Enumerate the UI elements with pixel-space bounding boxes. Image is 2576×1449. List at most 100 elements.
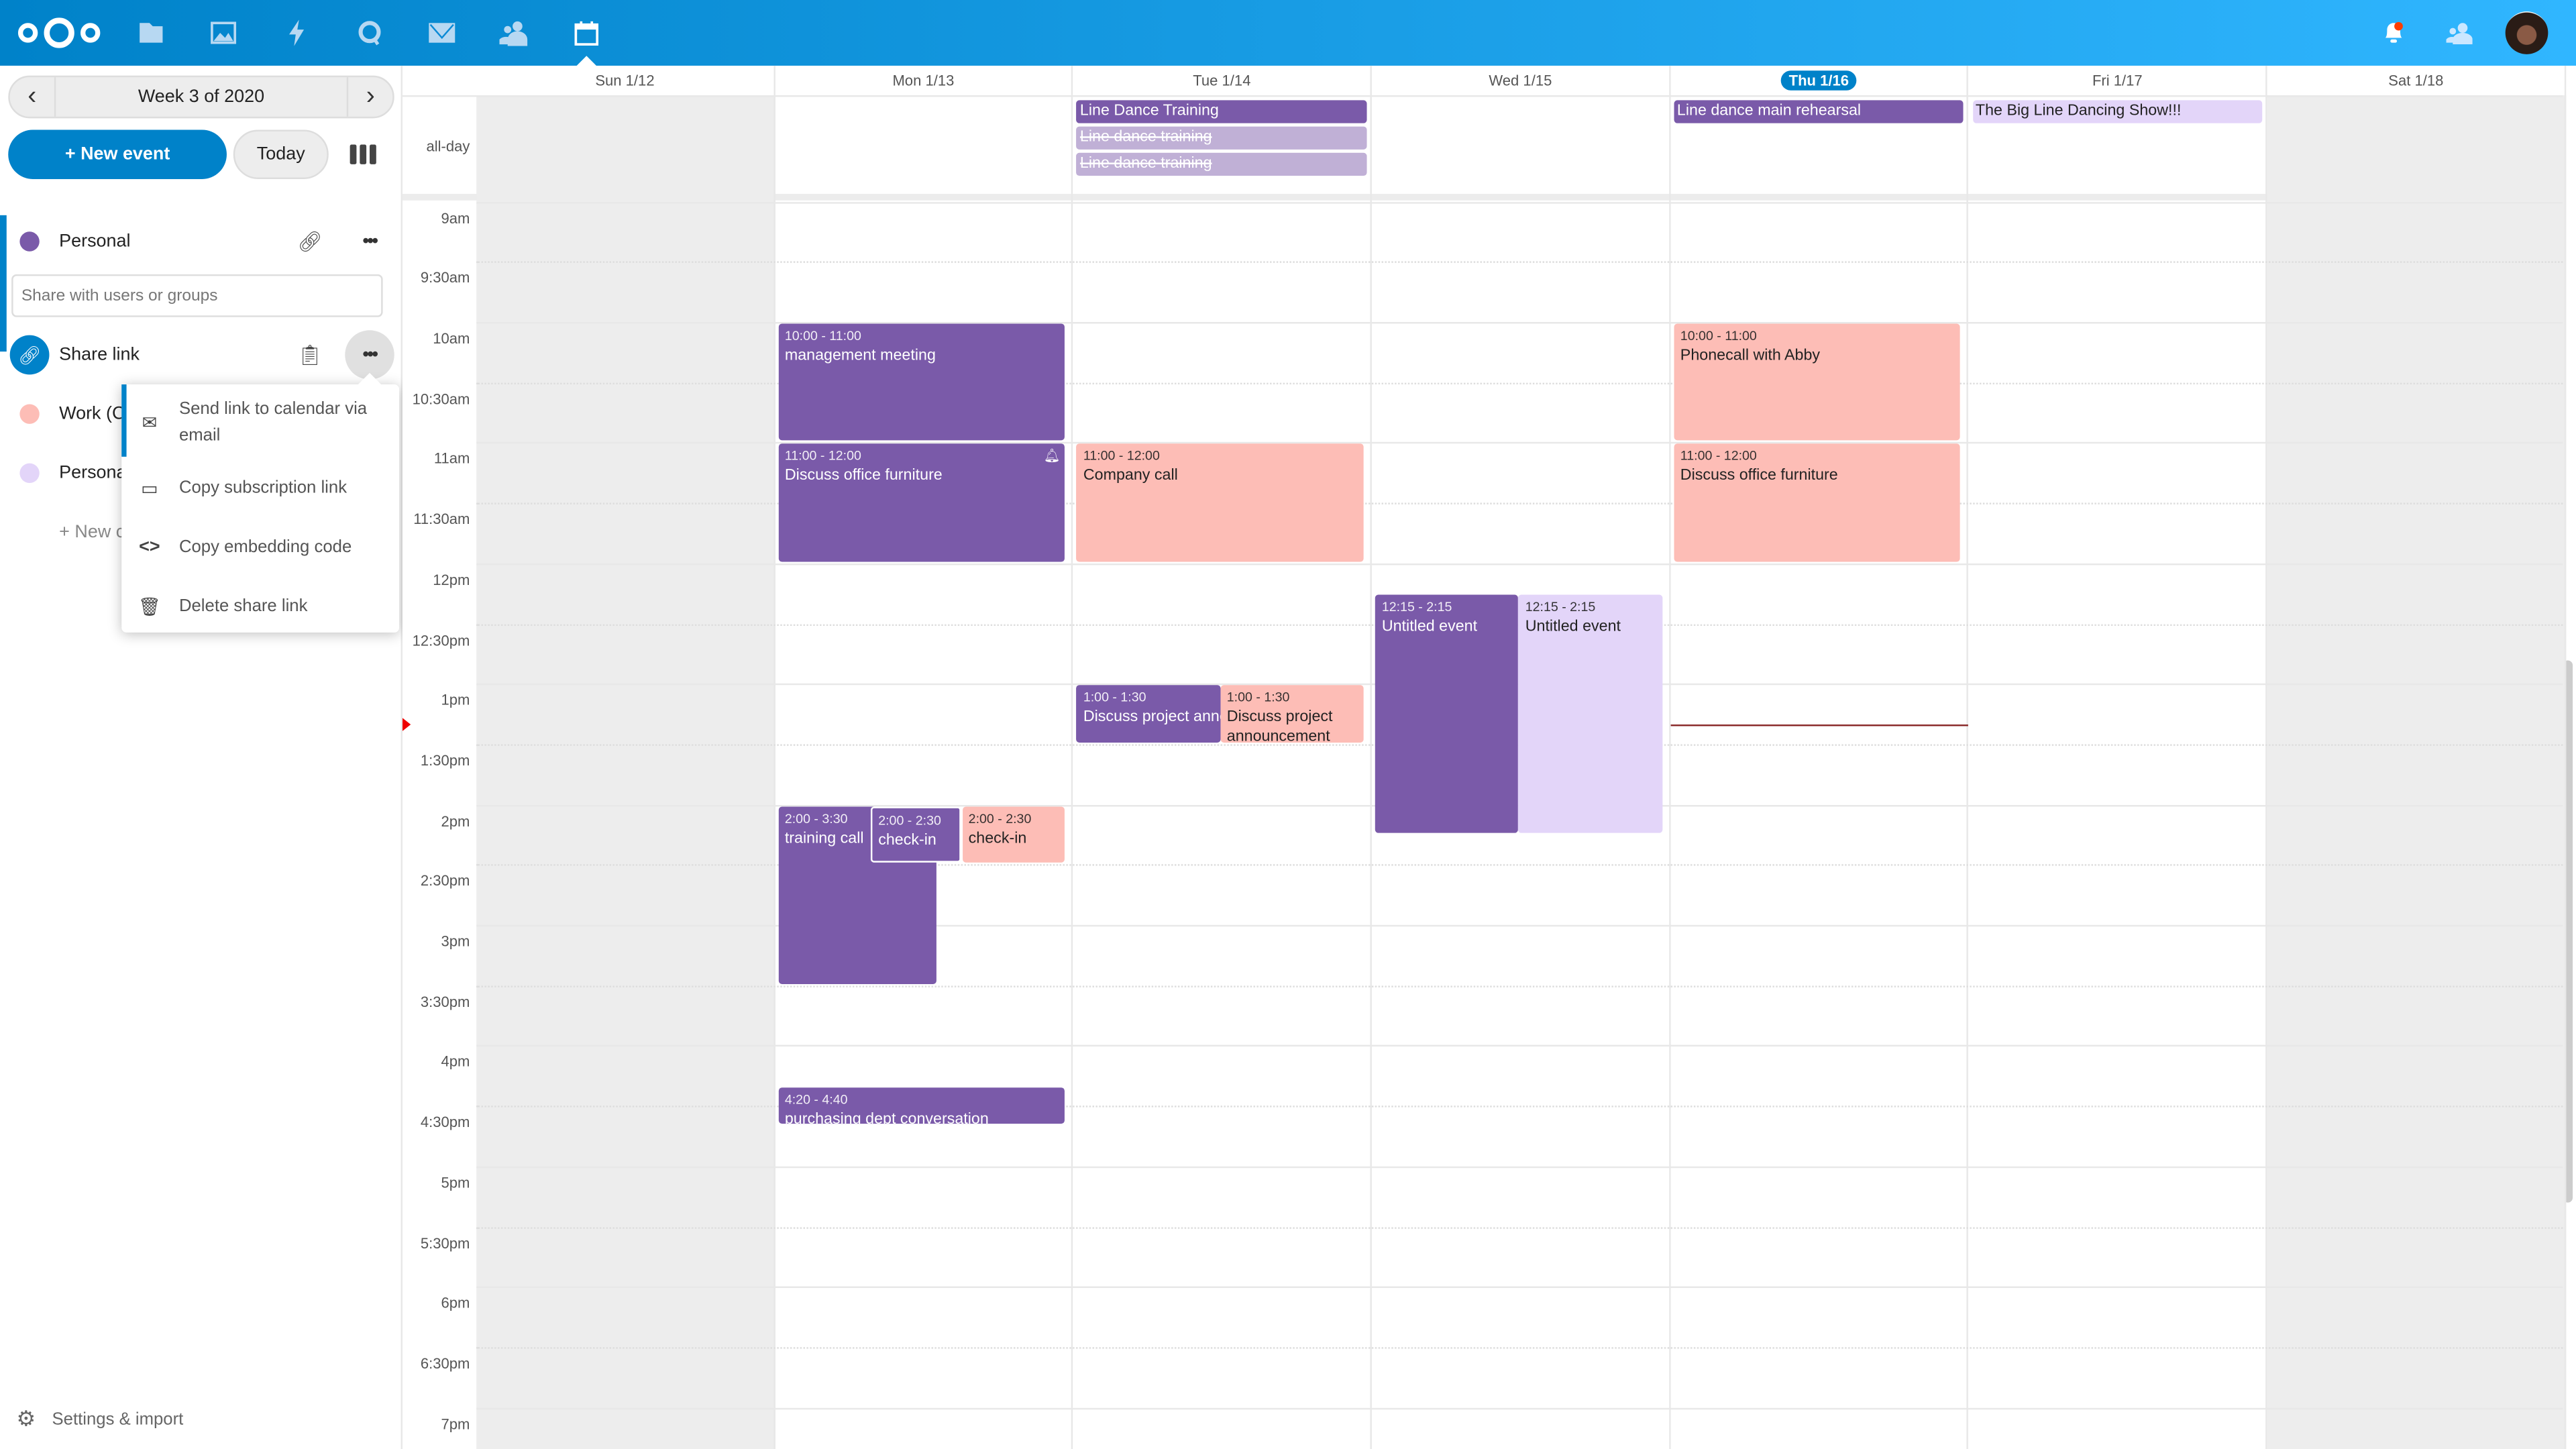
- share-link-more-button[interactable]: •••: [345, 330, 394, 380]
- week-view: all-day Sun 1/12 Mon 1/13 Tue 1/14 Wed 1/15…: [402, 65, 2576, 1449]
- allday-divider: [402, 193, 2563, 201]
- menu-item-label: Copy embedding code: [178, 537, 352, 557]
- calendar-name: Persona: [59, 463, 127, 484]
- menu-item-label: Copy subscription link: [178, 478, 347, 498]
- settings-import-button[interactable]: ⚙ Settings & import: [16, 1406, 183, 1432]
- current-time-arrow: [402, 717, 411, 731]
- day-header-label: Sat 1/18: [2388, 72, 2444, 89]
- avatar[interactable]: [2505, 11, 2548, 54]
- day-header[interactable]: Tue 1/14: [1073, 65, 1373, 96]
- mail-icon[interactable]: [425, 16, 458, 49]
- event-title: Discuss project announcement: [1226, 708, 1333, 743]
- next-week-button[interactable]: ›: [366, 82, 375, 111]
- calendar-color-dot[interactable]: [19, 231, 40, 252]
- calendar-event[interactable]: 10:00 - 11:00 management meeting: [778, 323, 1065, 441]
- calendar-item-personal[interactable]: Personal 🔗︎ •••: [0, 222, 402, 262]
- calendar-event[interactable]: 11:00 - 12:00 Discuss office furniture: [1674, 444, 1961, 562]
- menu-item-copy-subscription[interactable]: ▭ Copy subscription link: [121, 476, 399, 499]
- calendar-item-personal-2[interactable]: Persona: [0, 453, 402, 493]
- slot-line: [476, 322, 2563, 324]
- time-label: 12:30pm: [412, 631, 470, 649]
- slot-line: [476, 864, 2563, 867]
- day-column[interactable]: [476, 95, 775, 1449]
- time-label: 1pm: [441, 692, 470, 708]
- day-header[interactable]: Sat 1/18: [2267, 65, 2567, 96]
- slot-line: [476, 442, 2563, 445]
- day-column[interactable]: [2267, 95, 2567, 1449]
- event-time: 10:00 - 11:00: [1680, 328, 1757, 343]
- more-actions-button[interactable]: •••: [362, 231, 378, 252]
- bell-icon[interactable]: [2377, 16, 2410, 49]
- copy-clipboard-icon[interactable]: 📋︎: [297, 343, 323, 367]
- menu-item-label: Send link to calendar via email: [178, 399, 368, 445]
- menu-item-copy-embed[interactable]: <> Copy embedding code: [121, 535, 399, 558]
- contacts-menu-icon[interactable]: [2443, 16, 2476, 49]
- calendar-event[interactable]: 1:00 - 1:30 Discuss project announcement: [1220, 685, 1364, 743]
- event-title: management meeting: [784, 346, 936, 365]
- time-label: 3pm: [441, 933, 470, 950]
- day-header[interactable]: Fri 1/17: [1969, 65, 2268, 96]
- day-header-label: Mon 1/13: [892, 72, 955, 89]
- calendar-event[interactable]: 2:00 - 2:30 check-in: [869, 806, 962, 863]
- folder-icon[interactable]: [135, 16, 168, 49]
- allday-event[interactable]: Line dance training: [1077, 152, 1367, 176]
- day-column[interactable]: [1670, 95, 1970, 1449]
- calendar-item-work[interactable]: Work (C: [0, 394, 402, 434]
- allday-event[interactable]: The Big Line Dancing Show!!!: [1972, 100, 2263, 123]
- talk-icon[interactable]: [354, 16, 386, 49]
- day-column[interactable]: [1969, 95, 2268, 1449]
- day-header[interactable]: Mon 1/13: [775, 65, 1074, 96]
- event-time: 11:00 - 12:00: [784, 449, 861, 464]
- link-icon[interactable]: 🔗︎: [297, 229, 323, 254]
- event-title: Discuss office furniture: [1680, 467, 1838, 486]
- day-column[interactable]: [775, 95, 1074, 1449]
- allday-event[interactable]: Line dance training: [1077, 126, 1367, 150]
- calendar-color-dot[interactable]: [19, 463, 40, 484]
- calendar-event[interactable]: 12:15 - 2:15 Untitled event: [1518, 594, 1662, 833]
- slot-line: [476, 1407, 2563, 1409]
- contacts-icon[interactable]: [498, 16, 531, 49]
- calendar-event[interactable]: 10:00 - 11:00 Phonecall with Abby: [1674, 323, 1961, 441]
- time-label: 11:30am: [413, 511, 470, 528]
- time-label: 12pm: [433, 571, 470, 588]
- calendar-event[interactable]: 12:15 - 2:15 Untitled event: [1375, 594, 1519, 833]
- new-event-button[interactable]: + New event: [8, 129, 227, 179]
- day-column[interactable]: [1372, 95, 1671, 1449]
- menu-item-send-email[interactable]: ✉ Send link to calendar via email: [121, 394, 399, 450]
- event-title: Discuss office furniture: [784, 467, 943, 486]
- day-header[interactable]: Wed 1/15: [1372, 65, 1671, 96]
- previous-week-button[interactable]: ‹: [28, 82, 37, 111]
- calendar-event[interactable]: 2:00 - 2:30 check-in: [961, 806, 1065, 863]
- menu-item-delete-link[interactable]: 🗑︎ Delete share link: [121, 595, 399, 618]
- event-title: Phonecall with Abby: [1680, 346, 1821, 365]
- time-label: 5:30pm: [420, 1234, 470, 1251]
- time-label: 6pm: [441, 1295, 470, 1311]
- day-header[interactable]: Thu 1/16: [1670, 65, 1970, 96]
- new-calendar-button[interactable]: + New c: [0, 513, 402, 552]
- allday-event[interactable]: Line Dance Training: [1077, 100, 1367, 123]
- image-icon[interactable]: [207, 16, 240, 49]
- nextcloud-logo[interactable]: [16, 16, 101, 49]
- slot-line: [476, 1045, 2563, 1047]
- event-time: 1:00 - 1:30: [1083, 690, 1146, 706]
- active-app-indicator: [576, 56, 596, 66]
- lightning-icon[interactable]: [281, 16, 314, 49]
- menu-active-indicator: [121, 384, 127, 457]
- slot-line: [476, 563, 2563, 565]
- week-label[interactable]: Week 3 of 2020: [54, 77, 349, 117]
- gear-icon: ⚙: [16, 1406, 36, 1432]
- calendar-event[interactable]: 11:00 - 12:00 Discuss office furniture 🔔︎: [778, 444, 1065, 562]
- view-columns-icon[interactable]: [350, 144, 376, 164]
- time-label: 10am: [433, 330, 470, 347]
- calendar-color-dot[interactable]: [19, 404, 40, 424]
- today-button[interactable]: Today: [233, 129, 329, 179]
- calendar-event[interactable]: 11:00 - 12:00 Company call: [1077, 444, 1364, 562]
- calendar-icon[interactable]: [570, 16, 603, 49]
- calendar-event[interactable]: 1:00 - 1:30 Discuss project announcement: [1077, 685, 1220, 743]
- day-column[interactable]: [1073, 95, 1373, 1449]
- allday-event[interactable]: Line dance main rehearsal: [1674, 100, 1964, 123]
- event-title: Untitled event: [1381, 618, 1478, 637]
- share-with-users-input[interactable]: Share with users or groups: [11, 274, 383, 317]
- day-header[interactable]: Sun 1/12: [476, 65, 775, 96]
- calendar-event[interactable]: 4:20 - 4:40 purchasing dept conversation: [778, 1087, 1065, 1124]
